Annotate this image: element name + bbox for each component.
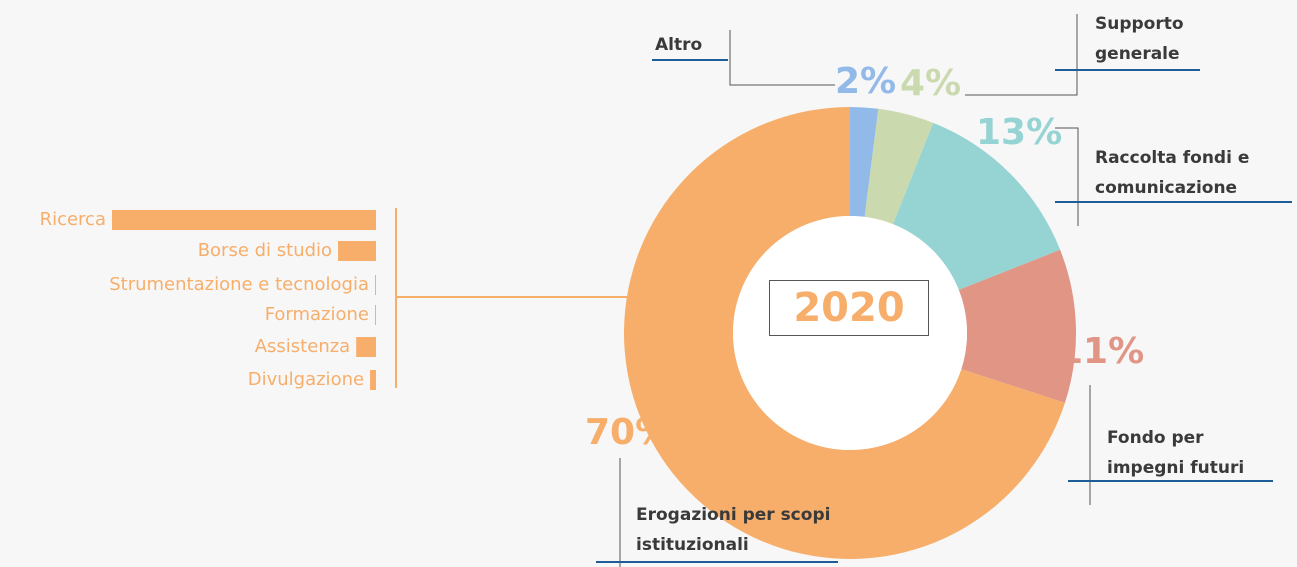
donut-segment	[893, 122, 1061, 290]
category-label: Erogazioni per scopi istituzionali	[636, 505, 831, 555]
bar-label: Strumentazione e tecnologia	[109, 274, 370, 295]
bar	[112, 210, 376, 230]
leader-line	[965, 14, 1078, 96]
bar-label: Borse di studio	[197, 240, 333, 261]
donut-segment	[623, 107, 1065, 559]
donut-segment	[864, 108, 934, 225]
bar-label: Divulgazione	[247, 369, 365, 390]
bar	[338, 241, 376, 261]
category-label: Supporto generale	[1095, 14, 1184, 64]
percent-label: 4%	[900, 63, 962, 104]
percent-label: 2%	[835, 61, 897, 102]
bar	[370, 370, 376, 390]
donut-segment	[850, 107, 879, 217]
category-label: Fondo per impegni futuri	[1107, 428, 1245, 478]
percent-label: 70%	[585, 412, 672, 453]
bar-label: Formazione	[264, 304, 370, 325]
bar-label: Ricerca	[39, 209, 106, 230]
percent-label: 11%	[1058, 331, 1145, 372]
leader-line	[729, 30, 835, 86]
bar	[375, 305, 376, 325]
bar	[375, 275, 376, 295]
leader-lines	[395, 14, 1292, 567]
donut-segment	[958, 249, 1076, 403]
leader-line	[1055, 127, 1079, 226]
bar-label: Assistenza	[254, 336, 351, 357]
center-label: 2020	[769, 280, 929, 336]
percent-label: 13%	[976, 112, 1063, 153]
category-label: Raccolta fondi e comunicazione	[1095, 148, 1250, 198]
bar	[356, 337, 376, 357]
category-label: Altro	[655, 35, 703, 55]
donut-hole	[733, 216, 967, 450]
